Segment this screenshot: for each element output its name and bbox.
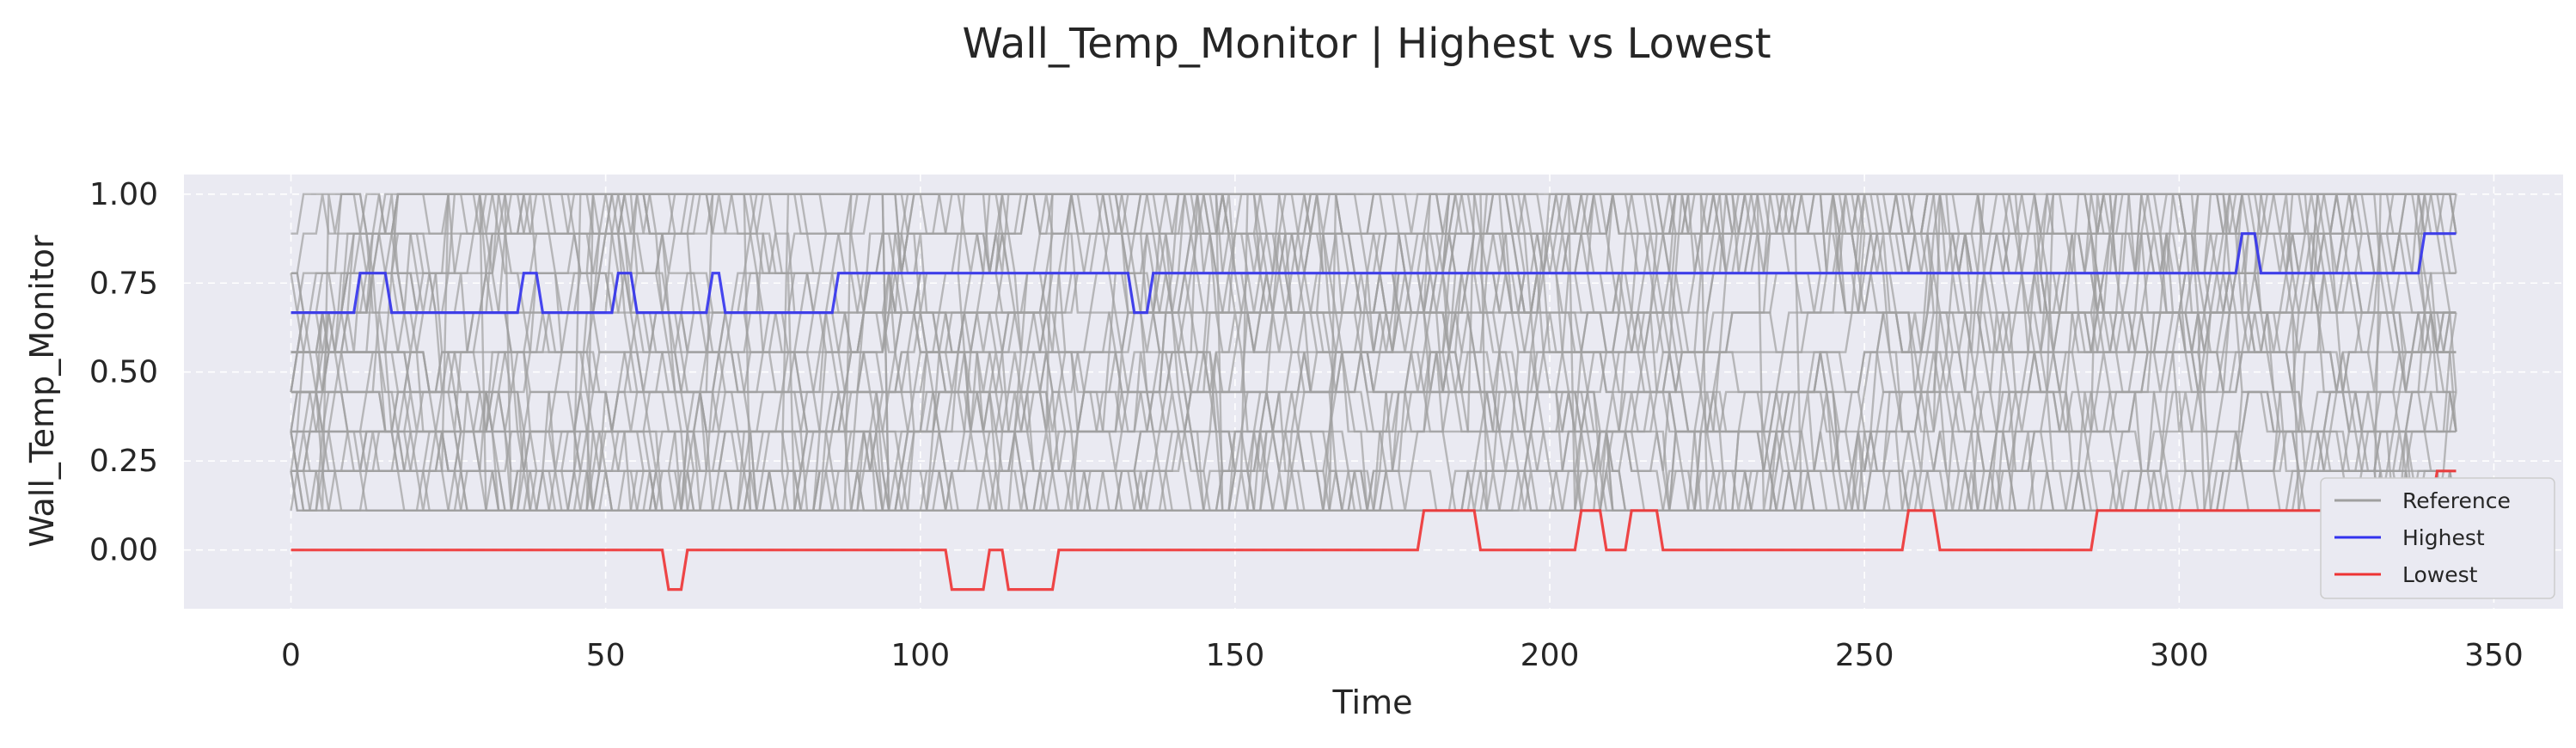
x-tick-label: 100 (890, 638, 950, 673)
y-tick-label: 0.75 (89, 266, 158, 301)
y-axis-ticks: 0.00 0.25 0.50 0.75 1.00 (89, 177, 158, 568)
legend-label-lowest: Lowest (2402, 562, 2478, 587)
series-line-highest (291, 232, 2457, 315)
y-tick-label: 1.00 (89, 177, 158, 212)
x-axis-label: Time (1332, 684, 1413, 721)
x-tick-label: 300 (2150, 638, 2209, 673)
reference-series-group (290, 193, 2457, 512)
legend-label-highest: Highest (2402, 525, 2485, 550)
x-tick-label: 250 (1835, 638, 1894, 673)
chart-title: Wall_Temp_Monitor | Highest vs Lowest (962, 20, 1771, 68)
reference-series-line (290, 193, 2457, 512)
series-line-lowest (291, 469, 2457, 592)
x-tick-label: 0 (281, 638, 301, 673)
x-axis-ticks: 0 50 100 150 200 250 300 350 (281, 638, 2524, 673)
x-tick-label: 350 (2464, 638, 2524, 673)
legend: Reference Highest Lowest (2320, 477, 2555, 599)
x-tick-label: 50 (586, 638, 626, 673)
reference-series-line (291, 193, 2457, 512)
legend-label-reference: Reference (2402, 488, 2511, 513)
y-tick-label: 0.25 (89, 444, 158, 479)
x-tick-label: 200 (1521, 638, 1580, 673)
y-tick-label: 0.50 (89, 355, 158, 390)
x-tick-label: 150 (1206, 638, 1265, 673)
y-tick-label: 0.00 (89, 533, 158, 568)
legend-frame (2320, 477, 2555, 599)
highlight-series-group (291, 232, 2457, 592)
y-axis-label: Wall_Temp_Monitor (23, 235, 61, 548)
